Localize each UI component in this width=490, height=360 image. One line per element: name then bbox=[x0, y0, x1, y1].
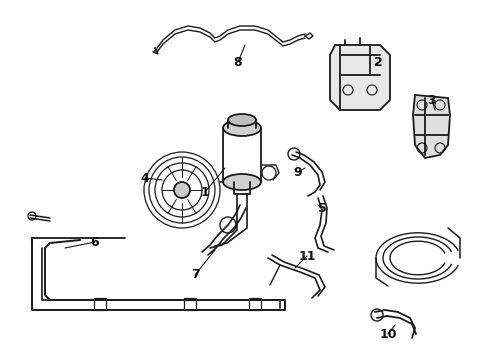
FancyBboxPatch shape bbox=[94, 298, 106, 310]
Ellipse shape bbox=[223, 120, 261, 136]
FancyBboxPatch shape bbox=[249, 298, 261, 310]
Text: 5: 5 bbox=[318, 202, 326, 215]
Circle shape bbox=[220, 217, 236, 233]
Text: 7: 7 bbox=[191, 269, 199, 282]
Polygon shape bbox=[330, 45, 390, 110]
Text: 10: 10 bbox=[379, 328, 397, 341]
Ellipse shape bbox=[228, 114, 256, 126]
Text: 6: 6 bbox=[91, 235, 99, 248]
Circle shape bbox=[174, 182, 190, 198]
Text: 2: 2 bbox=[373, 55, 382, 68]
Polygon shape bbox=[413, 95, 450, 158]
Text: 11: 11 bbox=[298, 249, 316, 262]
FancyBboxPatch shape bbox=[184, 298, 196, 310]
Ellipse shape bbox=[223, 174, 261, 190]
Text: 4: 4 bbox=[141, 171, 149, 185]
Text: 3: 3 bbox=[428, 94, 436, 107]
Text: 1: 1 bbox=[200, 185, 209, 198]
Text: 9: 9 bbox=[294, 166, 302, 179]
Text: 8: 8 bbox=[234, 55, 243, 68]
